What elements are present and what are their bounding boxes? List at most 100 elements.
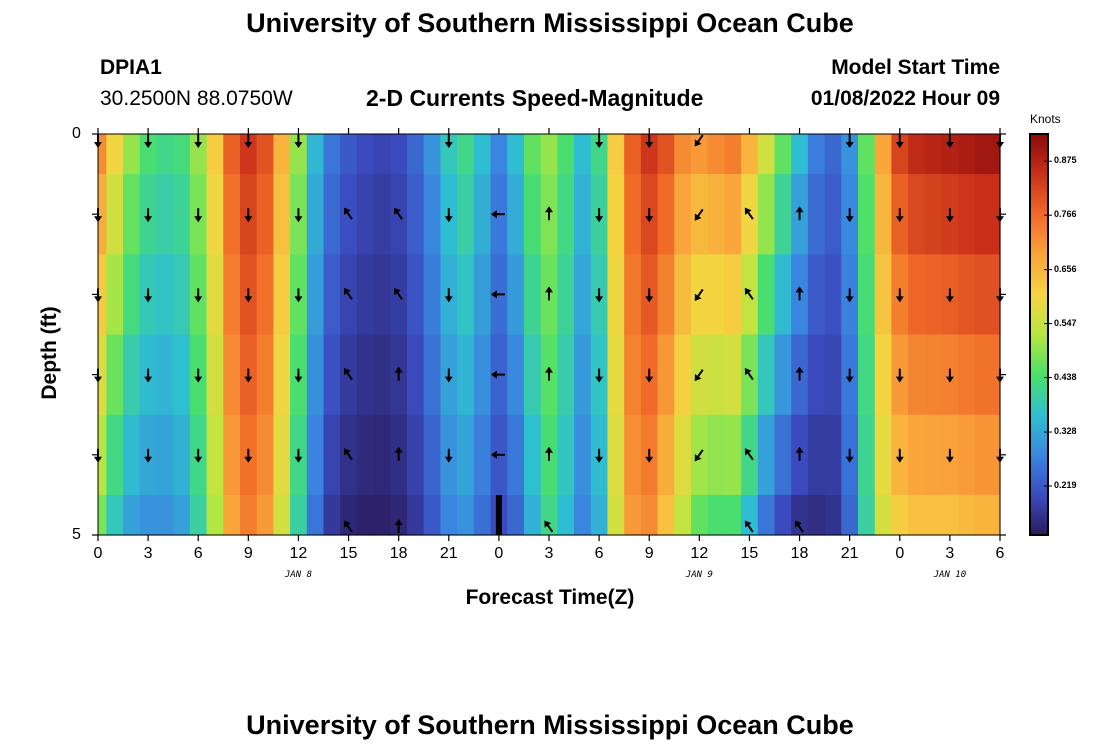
heatmap-cell (223, 494, 241, 536)
heatmap-cell (874, 494, 893, 536)
arrow-head (394, 287, 401, 296)
date-label: JAN 9 (685, 570, 713, 580)
current-arrow (343, 287, 353, 300)
current-arrow (194, 134, 203, 148)
heatmap-cell (991, 414, 1001, 496)
current-arrow (444, 368, 453, 383)
heatmap-cell (189, 494, 208, 536)
heatmap-cell (173, 334, 191, 416)
x-tick-label: 18 (389, 545, 408, 562)
heatmap-cell (624, 174, 642, 255)
current-arrow (744, 207, 754, 220)
heatmap-cell (323, 174, 341, 255)
heatmap-cell (373, 334, 391, 416)
heatmap-cell (807, 174, 826, 255)
current-arrow (194, 368, 203, 383)
arrow-head (795, 446, 804, 453)
arrow-head (343, 448, 351, 456)
heatmap-cell (724, 494, 742, 536)
heatmap-cell (273, 494, 291, 536)
heatmap-cell (373, 134, 391, 175)
heatmap-cell (390, 494, 408, 536)
heatmap-cell (574, 494, 592, 536)
heatmap-cell (707, 134, 725, 175)
heatmap-cell (841, 494, 859, 536)
arrow-head (244, 142, 253, 148)
heatmap-cell (106, 414, 124, 496)
heatmap-cell (674, 254, 692, 336)
heatmap-cell (407, 334, 425, 416)
heatmap-cell (774, 254, 792, 336)
arrow-head (694, 454, 702, 462)
current-arrow (795, 286, 804, 301)
arrow-head (194, 456, 203, 463)
current-arrow (294, 288, 303, 303)
heatmap-cell (607, 494, 625, 536)
current-arrow (244, 448, 253, 463)
heatmap-cell (958, 414, 976, 496)
heatmap-cell (724, 254, 742, 336)
x-tick-label: 18 (790, 545, 809, 562)
current-arrow (744, 520, 754, 533)
current-arrow (490, 290, 505, 299)
current-arrow (895, 288, 904, 303)
current-arrow (795, 206, 804, 221)
y-tick-label: 0 (72, 125, 81, 142)
footer-title: University of Southern Mississippi Ocean… (246, 710, 854, 740)
current-arrow (595, 288, 604, 303)
heatmap-cell (223, 174, 241, 255)
current-arrow (444, 134, 453, 148)
heatmap-cell (239, 134, 258, 175)
heatmap-cell (607, 134, 625, 175)
heatmap-cell (106, 254, 124, 336)
heatmap-cell (407, 414, 425, 496)
heatmap-cell (674, 334, 692, 416)
heatmap-cell (707, 334, 725, 416)
heatmap-cell (707, 414, 725, 496)
heatmap-cell (356, 494, 375, 536)
current-arrow (795, 446, 804, 461)
arrow-head (744, 207, 752, 215)
heatmap-cell (423, 334, 442, 416)
heatmap-cell (473, 254, 492, 336)
current-arrow (744, 448, 754, 461)
arrow-head (744, 520, 752, 528)
x-tick-label: 6 (594, 545, 604, 562)
heatmap-cell (507, 414, 525, 496)
heatmap-cells (98, 134, 1001, 536)
heatmap-cell (407, 494, 425, 536)
heatmap-cell (574, 334, 592, 416)
heatmap-cell (256, 414, 274, 496)
arrow-head (294, 216, 303, 223)
current-arrow (945, 134, 954, 148)
heatmap-cell (974, 174, 993, 255)
date-label: JAN 8 (284, 570, 312, 580)
heatmap-cell (98, 174, 107, 255)
heatmap-cell (574, 174, 592, 255)
current-arrow (645, 368, 654, 383)
x-tick-label: 3 (945, 545, 955, 562)
current-arrow (645, 288, 654, 303)
heatmap-cell (206, 414, 224, 496)
heatmap-cell (941, 494, 959, 536)
heatmap-cell (974, 494, 993, 536)
heatmap-cell (123, 134, 141, 175)
heatmap-cell (774, 414, 792, 496)
heatmap-cell (908, 494, 926, 536)
current-arrow (294, 448, 303, 463)
colorbar-unit: Knots (1030, 112, 1061, 126)
heatmap-cell (356, 134, 375, 175)
current-arrow (845, 134, 854, 148)
current-arrow (544, 520, 554, 533)
heatmap-cell (473, 134, 492, 175)
heatmap-cell (674, 414, 692, 496)
current-arrow (244, 288, 253, 303)
arrow-head (545, 206, 553, 213)
arrow-head (343, 207, 351, 215)
heatmap-cell (206, 334, 224, 416)
heatmap-cell (757, 414, 776, 496)
heatmap-cell (540, 494, 558, 536)
current-arrow (794, 520, 804, 533)
heatmap-cell (306, 334, 325, 416)
heatmap-cell (156, 174, 174, 255)
